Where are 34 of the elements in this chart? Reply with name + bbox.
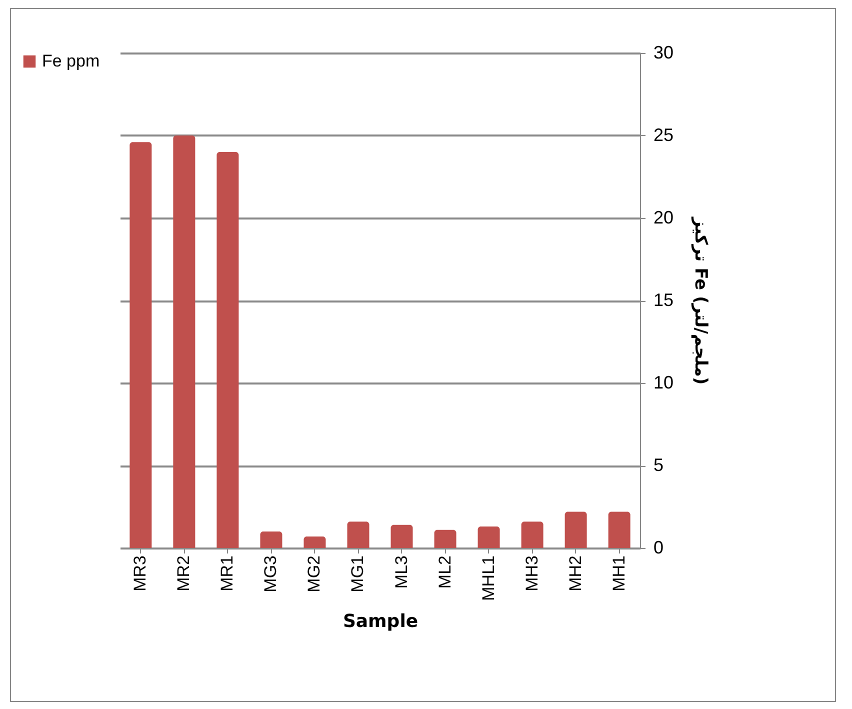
x-axis-title: Sample [342, 610, 418, 632]
y-tick-label: 20 [654, 208, 674, 228]
x-tick-label: MR1 [218, 556, 237, 592]
y-tick-label: 25 [654, 125, 674, 145]
bar [260, 532, 282, 548]
y-tick-label: 10 [654, 372, 674, 392]
bar [608, 512, 630, 548]
x-tick-label: MR2 [174, 556, 194, 592]
x-tick-label: ML2 [435, 556, 454, 589]
bar [434, 530, 456, 548]
bar [216, 152, 239, 548]
bar [478, 526, 500, 548]
x-tick-label: MR3 [130, 556, 150, 592]
bar [130, 142, 152, 548]
y-tick-label: 30 [654, 42, 674, 62]
bar [564, 512, 587, 548]
x-tick-label: ML3 [392, 556, 411, 589]
x-tick-label: MHL1 [478, 556, 498, 601]
legend-label: Fe ppm [42, 52, 100, 70]
y-axis-title: تركيز Fe (ملجم/لتر) [690, 216, 711, 385]
x-tick-label: MG2 [304, 556, 324, 592]
x-tick-label: MH1 [609, 556, 628, 592]
x-tick-label: MH2 [566, 556, 585, 592]
bar [347, 522, 370, 548]
x-tick-label: MG1 [348, 556, 368, 592]
x-tick-label: MH3 [522, 556, 542, 592]
bar [173, 136, 196, 548]
y-tick-label: 0 [654, 538, 664, 558]
y-tick-label: 15 [654, 290, 674, 310]
y-tick-label: 5 [654, 455, 664, 475]
bar [390, 524, 413, 548]
x-tick-label: MG3 [261, 556, 280, 592]
bar [304, 536, 326, 548]
bar [521, 522, 544, 548]
